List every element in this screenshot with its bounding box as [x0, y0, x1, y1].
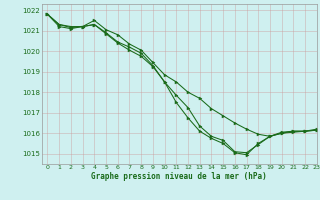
- X-axis label: Graphe pression niveau de la mer (hPa): Graphe pression niveau de la mer (hPa): [91, 172, 267, 181]
